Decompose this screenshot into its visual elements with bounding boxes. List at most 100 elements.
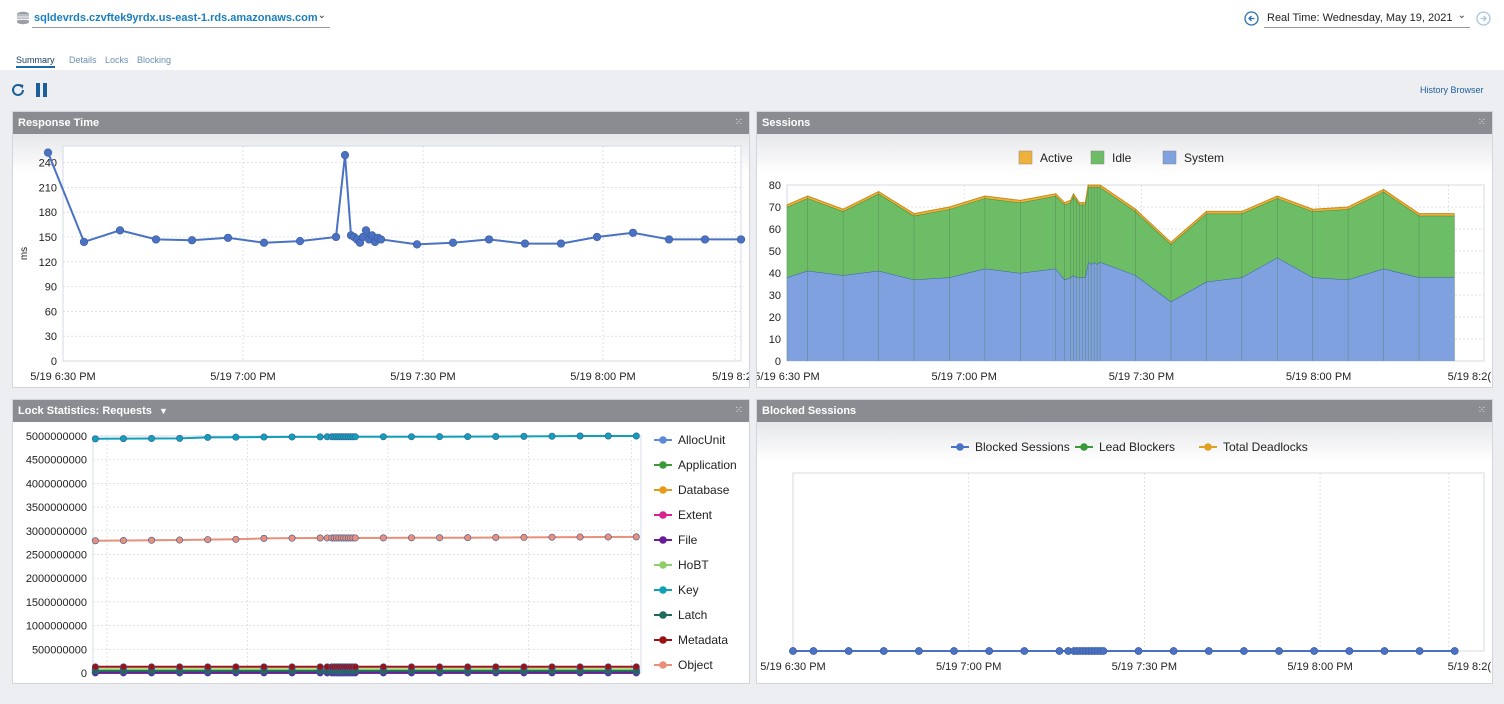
panel-title: Sessions: [762, 117, 811, 129]
expand-grip-icon[interactable]: ⁙: [734, 405, 743, 416]
area-idle: [787, 187, 1455, 302]
lock-metadata-point: [260, 663, 268, 671]
blocked-blocked-sessions-point: [879, 647, 888, 655]
legend-marker: [659, 461, 667, 469]
blocked-blocked-sessions-point: [1275, 647, 1283, 655]
response-time-point: [448, 238, 458, 247]
history-browser-link[interactable]: History Browser: [1420, 85, 1484, 95]
legend-marker: [659, 636, 667, 644]
lock-key-point: [464, 433, 472, 441]
chevron-down-icon: ⌄: [317, 10, 326, 21]
lock-object-point: [379, 534, 387, 542]
x-tick-label: 5/19 7:30 PM: [1109, 371, 1174, 383]
tab-details[interactable]: Details: [69, 55, 97, 65]
back-arrow-icon[interactable]: [1244, 11, 1259, 26]
blocked-sessions-panel: Blocked Sessions ⁙ 5/19 6:30 PM 5/19 7:00…: [756, 399, 1493, 684]
y-tick-label: 30: [769, 290, 781, 302]
lock-metadata-point: [148, 663, 156, 671]
legend-marker: [659, 536, 667, 544]
y-tick-label: 1000000000: [26, 621, 87, 633]
blocked-blocked-sessions-point: [1169, 647, 1178, 655]
expand-grip-icon[interactable]: ⁙: [1477, 117, 1486, 128]
lock-object-point: [492, 534, 500, 542]
y-tick-label: 0: [81, 668, 87, 680]
lock-metadata-point: [379, 663, 387, 671]
lock-object-point: [232, 535, 240, 543]
response-time-point: [484, 235, 494, 244]
lock-object-point: [204, 536, 212, 544]
lock-metadata-point: [351, 663, 359, 671]
blocked-blocked-sessions-point: [950, 647, 958, 655]
lock-metadata-point: [316, 663, 324, 671]
server-name: sqldevrds.czvftek9yrdx.us-east-1.rds.ama…: [34, 12, 318, 24]
y-tick-label: 70: [769, 202, 781, 214]
lock-metadata-point: [520, 663, 528, 671]
legend-label: Total Deadlocks: [1223, 440, 1308, 454]
y-tick-label: 40: [769, 268, 781, 280]
legend-label: Database: [678, 483, 730, 497]
tab-locks[interactable]: Locks: [105, 55, 129, 65]
blocked-blocked-sessions-point: [1204, 647, 1213, 655]
x-tick-label: 5/19 7:00 PM: [931, 371, 996, 383]
panel-header: Lock Statistics: Requests ▼ ⁙: [13, 400, 749, 422]
panel-title: Response Time: [18, 117, 100, 129]
lock-metadata-point: [119, 663, 127, 671]
panel-title: Blocked Sessions: [762, 405, 857, 417]
response-time-point: [412, 240, 422, 249]
realtime-selector[interactable]: Real Time: Wednesday, May 19, 2021 ⌄: [1264, 8, 1470, 28]
panel-title[interactable]: Lock Statistics: Requests: [18, 405, 152, 417]
legend-label: Idle: [1112, 151, 1132, 165]
realtime-label: Real Time: Wednesday, May 19, 2021: [1267, 12, 1453, 24]
forward-arrow-icon[interactable]: [1476, 11, 1491, 26]
y-tick-label: 240: [39, 158, 57, 170]
lock-object-point: [148, 536, 156, 544]
x-tick-label: 5/19 7:30 PM: [390, 371, 455, 383]
blocked-blocked-sessions-point: [915, 647, 923, 655]
caret-down-icon[interactable]: ▼: [158, 406, 168, 416]
y-tick-label: 60: [769, 224, 781, 236]
lock-metadata-point: [576, 663, 584, 671]
lock-key-point: [119, 435, 127, 443]
y-tick-label: 0: [51, 356, 57, 368]
blocked-blocked-sessions-point: [1345, 647, 1354, 655]
lock-object-point: [464, 534, 472, 542]
sessions-chart: 0 10 20 30 40 50 60 70 80 5/19 6:30 PM 5/19 7:00 P…: [754, 150, 1491, 383]
panel-header: Blocked Sessions ⁙: [757, 400, 1492, 422]
x-tick-label: 5/19 8:00 PM: [570, 371, 635, 383]
blocked-blocked-sessions-point: [1134, 647, 1143, 655]
legend-label: Extent: [678, 508, 713, 522]
expand-grip-icon[interactable]: ⁙: [734, 117, 743, 128]
panel-body: 0 10 20 30 40 50 60 70 80 5/19 6:30 PM 5/19 7:00 P…: [754, 134, 1492, 387]
lock-key-point: [604, 432, 612, 440]
legend-marker: [659, 661, 667, 669]
blocked-blocked-sessions-point: [1055, 647, 1064, 655]
expand-grip-icon[interactable]: ⁙: [1477, 405, 1486, 416]
legend-swatch: [1090, 150, 1105, 165]
response-time-point: [223, 233, 233, 242]
tab-blocking[interactable]: Blocking: [137, 55, 172, 65]
refresh-icon[interactable]: [10, 82, 26, 98]
blocked-blocked-sessions-point: [1310, 647, 1318, 655]
lock-object-point: [576, 533, 584, 541]
lock-object-point: [119, 537, 127, 545]
pause-icon[interactable]: [35, 83, 49, 97]
lock-object-point: [176, 536, 184, 544]
legend-marker: [659, 436, 667, 444]
lock-object-point: [520, 533, 528, 541]
lock-object-point: [604, 533, 612, 541]
lock-key-point: [288, 433, 296, 441]
y-tick-label: 500000000: [32, 644, 87, 656]
panel-header: Sessions ⁙: [757, 112, 1492, 134]
lock-key-point: [204, 433, 212, 441]
legend-marker: [659, 611, 667, 619]
tab-summary[interactable]: Summary: [16, 54, 55, 68]
lock-object-point: [260, 534, 268, 542]
legend-swatch: [1162, 150, 1177, 165]
lock-metadata-point: [204, 663, 212, 671]
lock-object-point: [407, 534, 415, 542]
y-tick-label: 120: [39, 257, 57, 269]
blocked-blocked-sessions-point: [1020, 647, 1029, 655]
plot-area: [62, 145, 742, 362]
panel-body: 5/19 6:30 PM 5/19 7:00 PM 5/19 7:30 PM 5/19…: [757, 422, 1492, 683]
server-selector[interactable]: sqldevrds.czvftek9yrdx.us-east-1.rds.ama…: [32, 8, 330, 28]
